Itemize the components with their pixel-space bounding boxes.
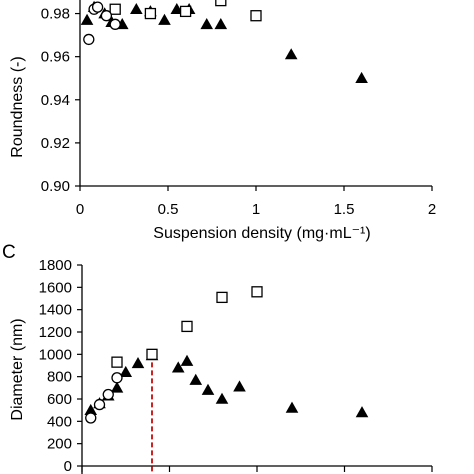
x-tick-label: 0.5 [158, 201, 179, 218]
triangle-marker [355, 71, 368, 84]
triangle-marker [200, 18, 214, 30]
triangle-marker [201, 383, 215, 395]
x-tick-label: 1 [252, 201, 260, 218]
y-tick-label: 1400 [39, 302, 72, 319]
circle-marker [93, 398, 106, 411]
y-tick-label: 1200 [39, 324, 72, 341]
circle-marker [109, 18, 121, 30]
y-tick-label: 400 [47, 413, 72, 430]
circle-marker [85, 412, 97, 424]
triangle-marker [158, 13, 171, 25]
triangle-marker [80, 13, 94, 25]
x-tick-label: 1.5 [334, 201, 355, 218]
y-tick-label: 600 [47, 391, 72, 408]
square-marker [250, 10, 262, 22]
x-tick-label: 2 [428, 201, 436, 218]
triangle-marker [355, 406, 369, 418]
y-tick-label: 200 [47, 436, 72, 453]
square-marker [111, 356, 123, 368]
x-tick-label: 0 [76, 201, 84, 218]
square-marker [216, 291, 228, 304]
y-tick-label: 0.98 [41, 6, 70, 23]
circle-marker [100, 10, 113, 22]
panel-label: C [2, 242, 16, 263]
x-axis-title: Suspension density (mg·mL⁻¹) [153, 225, 370, 242]
triangle-marker [84, 403, 98, 415]
y-tick-label: 0.96 [41, 49, 70, 66]
square-marker [179, 5, 192, 18]
triangle-marker [130, 2, 143, 15]
data-points [80, 0, 368, 84]
square-marker [251, 286, 263, 298]
triangle-marker [284, 48, 298, 60]
square-marker [146, 348, 158, 360]
y-tick-label: 0.90 [41, 178, 70, 195]
square-marker [181, 320, 193, 333]
square-marker [109, 3, 121, 15]
y-tick-label: 800 [47, 369, 72, 386]
circle-marker [102, 388, 114, 401]
y-tick-label: 1800 [39, 257, 72, 274]
y-tick-label: 0 [64, 458, 72, 474]
y-tick-label: 0.94 [41, 92, 70, 109]
triangle-marker [131, 356, 145, 369]
y-axis-title: Roundness (-) [9, 56, 26, 157]
triangle-marker [189, 373, 203, 385]
y-tick-label: 1600 [39, 279, 72, 296]
circle-marker [91, 1, 104, 13]
square-marker [215, 0, 227, 7]
circle-marker [83, 33, 95, 46]
data-points [84, 286, 369, 424]
triangle-marker [110, 381, 124, 393]
roundness-chart: 0.90 0.92 0.94 0.96 0.98 0 0.5 1 1.5 2 Suspension … [9, 0, 436, 242]
triangle-marker [215, 392, 229, 404]
triangle-marker [119, 365, 133, 377]
y-tick-label: 0.92 [41, 135, 70, 152]
triangle-marker [214, 18, 228, 30]
triangle-marker [233, 380, 246, 392]
triangle-marker [171, 361, 185, 373]
square-marker [144, 7, 157, 20]
triangle-marker [180, 354, 194, 366]
y-tick-label: 1000 [39, 346, 72, 363]
diameter-chart: C 0 200 400 600 800 1000 1200 1400 1600 1800 Diamet… [2, 242, 433, 474]
triangle-marker [285, 401, 299, 413]
y-axis-title: Diameter (nm) [9, 318, 26, 420]
circle-marker [111, 372, 123, 384]
